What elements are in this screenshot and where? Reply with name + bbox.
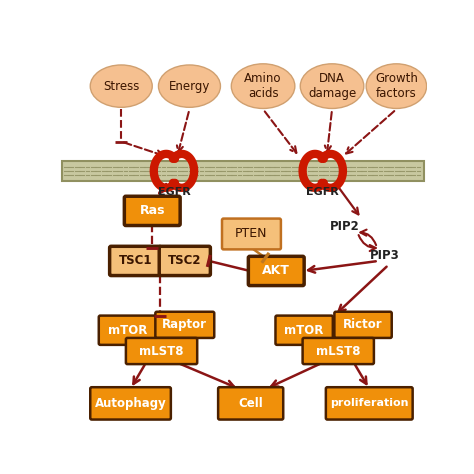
Text: Rictor: Rictor — [343, 319, 383, 331]
Ellipse shape — [231, 64, 295, 109]
Ellipse shape — [300, 64, 364, 109]
Text: Raptor: Raptor — [162, 319, 207, 331]
FancyBboxPatch shape — [109, 246, 161, 275]
Text: Cell: Cell — [238, 397, 263, 410]
FancyBboxPatch shape — [99, 316, 156, 345]
Text: PTEN: PTEN — [235, 228, 268, 240]
FancyBboxPatch shape — [248, 256, 304, 285]
Text: Ras: Ras — [139, 204, 165, 218]
Text: Autophagy: Autophagy — [95, 397, 166, 410]
FancyBboxPatch shape — [126, 338, 197, 364]
FancyBboxPatch shape — [63, 161, 423, 181]
Text: AKT: AKT — [262, 264, 290, 277]
Text: TSC2: TSC2 — [168, 255, 201, 267]
FancyBboxPatch shape — [155, 312, 214, 338]
Text: Growth
factors: Growth factors — [375, 72, 418, 100]
Text: Stress: Stress — [103, 80, 139, 92]
Text: Amino
acids: Amino acids — [244, 72, 282, 100]
Text: EGFR: EGFR — [157, 187, 191, 197]
Text: TSC1: TSC1 — [118, 255, 152, 267]
FancyBboxPatch shape — [334, 312, 392, 338]
FancyBboxPatch shape — [218, 387, 283, 419]
FancyBboxPatch shape — [159, 246, 210, 275]
Text: DNA
damage: DNA damage — [308, 72, 356, 100]
Ellipse shape — [158, 65, 220, 107]
Text: mTOR: mTOR — [108, 324, 147, 337]
FancyBboxPatch shape — [222, 219, 281, 249]
Text: EGFR: EGFR — [306, 187, 339, 197]
Text: PIP2: PIP2 — [329, 220, 359, 233]
FancyBboxPatch shape — [124, 196, 180, 226]
Text: mTOR: mTOR — [284, 324, 324, 337]
FancyBboxPatch shape — [90, 387, 171, 419]
Ellipse shape — [366, 64, 427, 109]
Text: PIP3: PIP3 — [370, 249, 400, 262]
FancyBboxPatch shape — [275, 316, 333, 345]
Ellipse shape — [90, 65, 152, 107]
Text: mLST8: mLST8 — [316, 345, 361, 357]
Text: Energy: Energy — [169, 80, 210, 92]
Text: mLST8: mLST8 — [139, 345, 184, 357]
Text: proliferation: proliferation — [330, 398, 409, 409]
FancyBboxPatch shape — [302, 338, 374, 364]
FancyBboxPatch shape — [326, 387, 413, 419]
